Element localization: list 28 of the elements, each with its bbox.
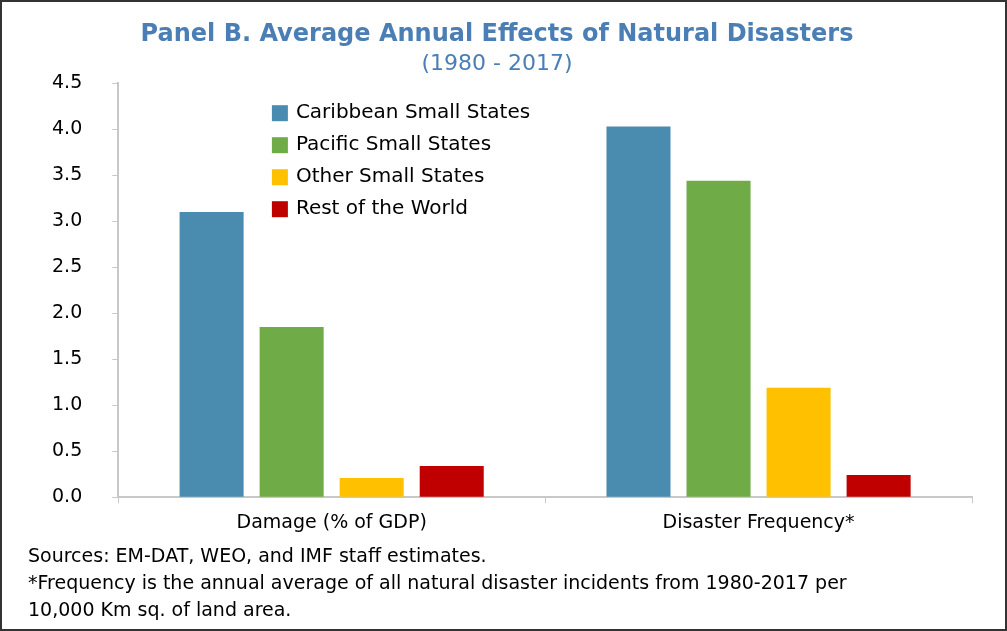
bar [179,212,244,497]
x-tick-label: Damage (% of GDP) [236,509,427,532]
legend-label: Other Small States [295,163,485,188]
bar [419,465,484,497]
y-tick-label: 0.0 [52,484,83,507]
y-tick-label: 1.5 [52,346,83,369]
legend-label: Caribbean Small States [295,99,531,124]
bar [339,477,404,497]
y-tick-label: 3.5 [52,162,83,185]
y-tick-label: 1.0 [52,392,83,415]
legend-label: Rest of the World [295,195,468,220]
bar [686,180,751,497]
source-note: Sources: EM-DAT, WEO, and IMF staff estimates. [28,543,488,568]
bar [846,475,911,497]
bar [766,387,831,497]
chart-title: Panel B. Average Annual Effects of Natural Disasters [140,18,854,47]
text: *Frequency is the annual average of all natural disaster incidents from 1980-2017 per 10,000 Km sq. of land area. [28,570,848,622]
legend-label: Pacific Small States [295,131,492,156]
y-tick-label: 4.0 [52,116,83,139]
y-tick-label: 0.5 [52,438,83,461]
y-tick-label: 4.5 [52,70,83,93]
chart-subtitle: (1980 - 2017) [421,49,573,75]
y-tick-label: 2.0 [52,300,83,323]
y-tick-label: 2.5 [52,254,83,277]
bar [606,126,671,497]
bar [259,327,324,497]
x-tick-label: Disaster Frequency* [662,509,855,532]
y-tick-label: 3.0 [52,208,83,231]
